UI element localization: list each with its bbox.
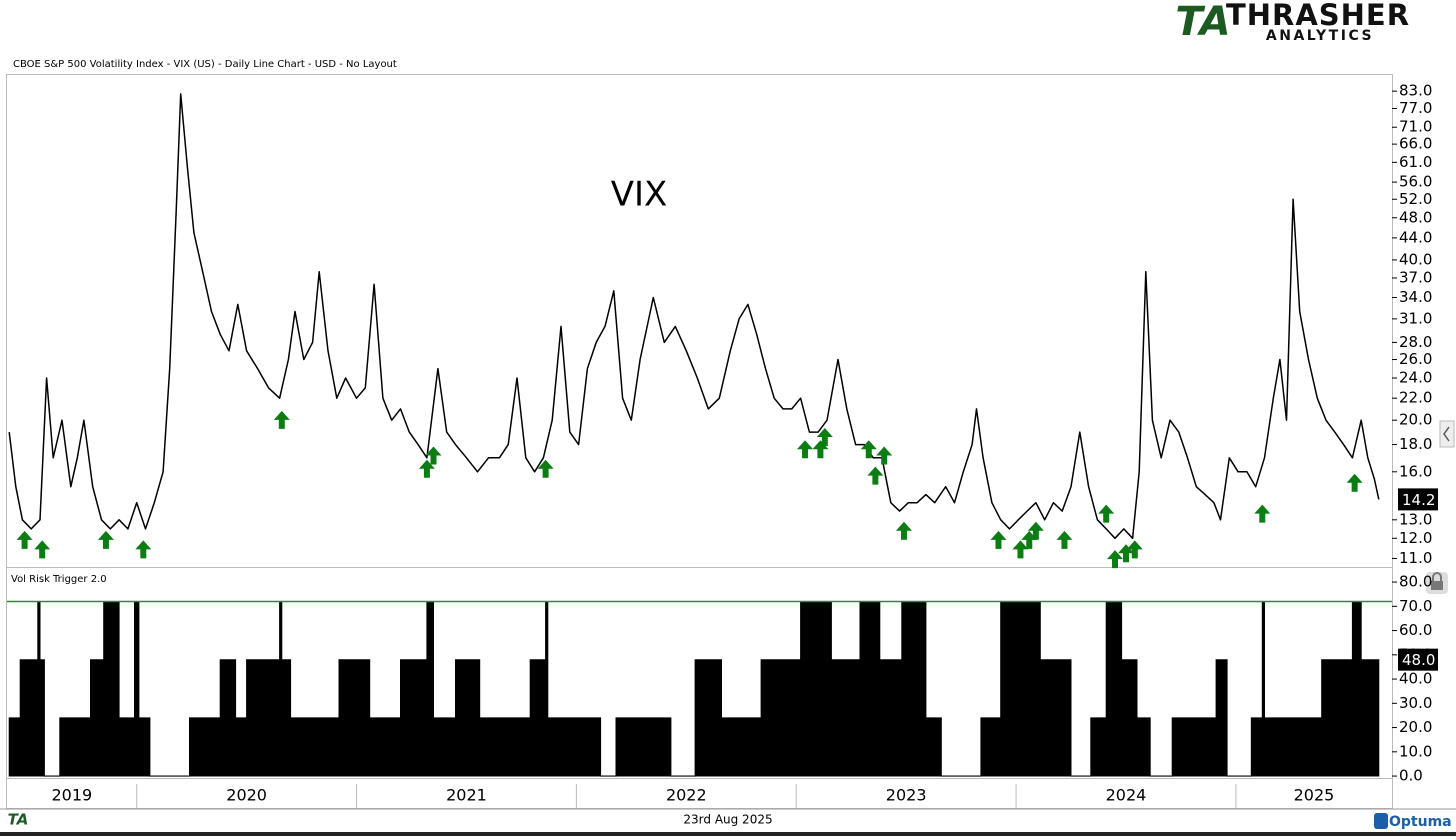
signal-arrow bbox=[1126, 540, 1143, 559]
y-tick-label: 20.0 bbox=[1399, 411, 1432, 429]
trigger-area bbox=[8, 601, 1380, 777]
signal-arrow bbox=[797, 440, 814, 459]
y-tick-label: 34.0 bbox=[1399, 288, 1432, 306]
signal-arrow bbox=[867, 466, 884, 485]
y-tick-label: 40.0 bbox=[1399, 670, 1432, 688]
y-tick-label: 12.0 bbox=[1399, 529, 1432, 547]
y-tick-label: 80.0 bbox=[1399, 573, 1432, 591]
x-tick-label: 2020 bbox=[226, 786, 267, 805]
y-tick-label: 60.0 bbox=[1399, 621, 1432, 639]
x-tick-label: 2023 bbox=[886, 786, 927, 805]
y-tick-label: 10.0 bbox=[1399, 742, 1432, 760]
signal-arrow bbox=[1027, 521, 1044, 540]
y-tick-label: 44.0 bbox=[1399, 228, 1432, 246]
y-tick-label: 26.0 bbox=[1399, 350, 1432, 368]
y-tick-label: 48.0 bbox=[1399, 208, 1432, 226]
chart-title: VIX bbox=[611, 175, 668, 215]
x-tick-label: 2019 bbox=[51, 786, 92, 805]
signal-arrow bbox=[895, 521, 912, 540]
signal-arrow bbox=[876, 446, 893, 465]
footer-vendor: Optuma bbox=[1389, 814, 1452, 830]
y-tick-label: 22.0 bbox=[1399, 389, 1432, 407]
chart-subtitle: CBOE S&P 500 Volatility Index - VIX (US)… bbox=[13, 59, 397, 70]
y-tick-label: 20.0 bbox=[1399, 718, 1432, 736]
x-tick-label: 2025 bbox=[1294, 786, 1335, 805]
y-tick-label: 52.0 bbox=[1399, 190, 1432, 208]
signal-arrow bbox=[816, 428, 833, 447]
y-tick-label: 16.0 bbox=[1399, 462, 1432, 480]
x-tick-label: 2022 bbox=[666, 786, 707, 805]
signal-arrow bbox=[34, 540, 51, 559]
side-tab-arrow bbox=[1443, 426, 1450, 442]
signal-arrow bbox=[537, 459, 554, 478]
last-value-label: 14.2 bbox=[1402, 491, 1435, 509]
signal-arrow bbox=[1107, 550, 1123, 569]
y-tick-label: 40.0 bbox=[1399, 250, 1432, 268]
signal-arrow bbox=[1012, 540, 1029, 559]
footer-date: 23rd Aug 2025 bbox=[683, 813, 772, 827]
y-tick-label: 11.0 bbox=[1399, 549, 1432, 567]
x-tick-label: 2021 bbox=[446, 786, 487, 805]
signal-arrow bbox=[1254, 504, 1271, 523]
y-tick-label: 30.0 bbox=[1399, 694, 1432, 712]
lock-body bbox=[1431, 581, 1443, 590]
y-tick-label: 37.0 bbox=[1399, 268, 1432, 286]
signal-arrow bbox=[273, 410, 290, 429]
signal-arrow bbox=[1056, 530, 1073, 549]
footer-bar bbox=[0, 832, 1456, 836]
header-brand: THRASHER bbox=[1226, 0, 1410, 32]
y-tick-label: 71.0 bbox=[1399, 118, 1432, 136]
signal-arrow bbox=[135, 540, 152, 559]
y-tick-label: 0.0 bbox=[1399, 767, 1423, 785]
header-logo: TA bbox=[1175, 0, 1230, 45]
signal-arrow bbox=[860, 440, 877, 459]
y-tick-label: 18.0 bbox=[1399, 435, 1432, 453]
y-tick-label: 70.0 bbox=[1399, 597, 1432, 615]
last-value-label: 48.0 bbox=[1402, 651, 1435, 669]
signal-arrow bbox=[990, 530, 1007, 549]
last-value-box bbox=[1398, 648, 1438, 671]
header-brand-sub: ANALYTICS bbox=[1266, 28, 1374, 44]
y-tick-label: 66.0 bbox=[1399, 135, 1432, 153]
signal-arrow bbox=[16, 530, 33, 549]
footer-logo: TA bbox=[8, 811, 29, 829]
chart-title: Vol Risk Trigger 2.0 bbox=[11, 574, 107, 585]
y-tick-label: 24.0 bbox=[1399, 369, 1432, 387]
y-tick-label: 56.0 bbox=[1399, 173, 1432, 191]
signal-arrow bbox=[1098, 504, 1115, 523]
signal-arrow bbox=[1346, 473, 1363, 492]
y-tick-label: 77.0 bbox=[1399, 99, 1432, 117]
lock-shackle bbox=[1432, 572, 1442, 581]
y-tick-label: 13.0 bbox=[1399, 510, 1432, 528]
signal-arrow bbox=[425, 446, 442, 465]
y-tick-label: 31.0 bbox=[1399, 309, 1432, 327]
vix-line bbox=[8, 93, 1380, 540]
last-value-box bbox=[1398, 488, 1438, 511]
y-tick-label: 83.0 bbox=[1399, 82, 1432, 100]
x-tick-label: 2024 bbox=[1106, 786, 1147, 805]
signal-arrow bbox=[97, 530, 114, 549]
y-tick-label: 28.0 bbox=[1399, 333, 1432, 351]
vendor-icon bbox=[1374, 813, 1388, 829]
y-tick-label: 61.0 bbox=[1399, 153, 1432, 171]
side-tab[interactable] bbox=[1439, 420, 1455, 448]
